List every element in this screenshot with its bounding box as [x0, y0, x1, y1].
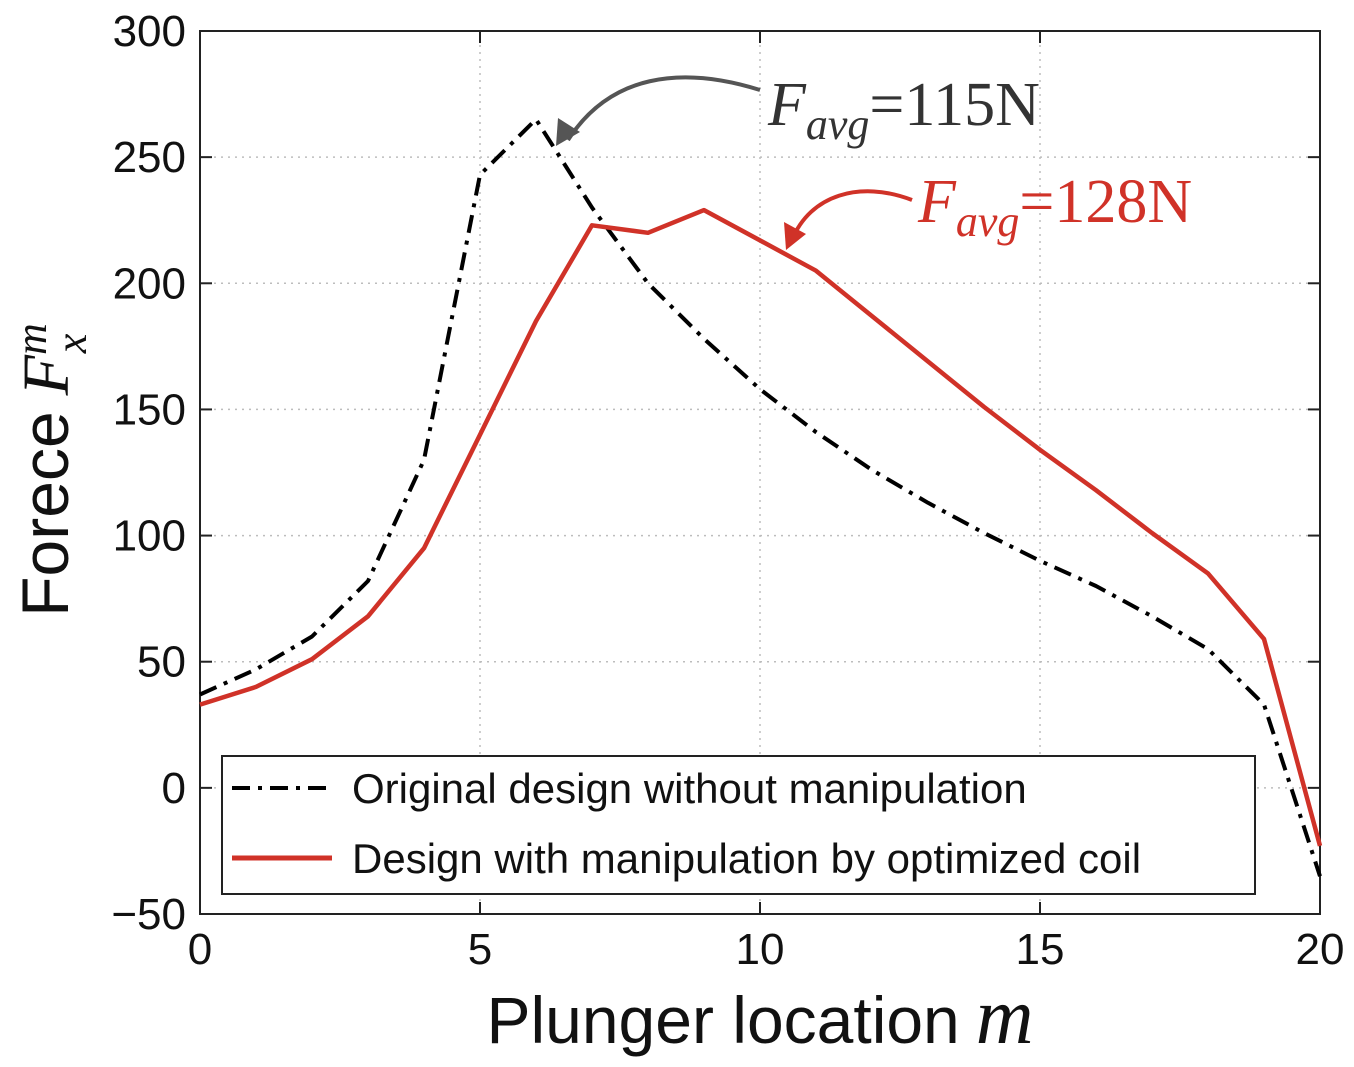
y-tick-label: 200: [113, 259, 186, 308]
x-tick-label: 0: [188, 925, 212, 974]
y-tick-label: 150: [113, 385, 186, 434]
x-tick-label: 20: [1296, 925, 1345, 974]
annotation-original-subscript: avg: [806, 100, 870, 149]
annotation-arrow-original: [556, 75, 761, 146]
x-axis-label-text: Plunger location: [486, 983, 959, 1057]
annotation-original-symbol: F: [767, 71, 807, 139]
series-line-original: [199, 117, 1322, 877]
y-tick-label: 250: [113, 133, 186, 182]
annotation-arrow-optimized: [784, 189, 913, 250]
y-axis-label-superscript: m: [7, 323, 56, 355]
x-tick-label: 5: [468, 925, 492, 974]
x-axis-label-symbol: m: [976, 973, 1034, 1061]
y-tick-label: 0: [162, 764, 186, 813]
y-axis-label-symbol: F: [10, 354, 83, 396]
y-tick-label: 100: [113, 512, 186, 561]
series-lines: [199, 117, 1323, 877]
annotation-optimized-symbol: F: [917, 168, 957, 236]
y-axis-label-subscript: x: [47, 333, 96, 354]
annotation-original: Favg=115N: [767, 71, 1040, 149]
annotation-optimized-subscript: avg: [956, 197, 1020, 246]
legend-box: [221, 755, 1256, 895]
legend-label-optimized: Design with manipulation by optimized co…: [352, 835, 1141, 882]
y-tick-label: 300: [113, 7, 186, 56]
series-line-optimized: [199, 207, 1323, 847]
annotation-optimized-value: =128N: [1019, 168, 1192, 236]
y-axis-label-text: Forece: [8, 411, 82, 616]
annotation-optimized: Favg=128N: [917, 168, 1192, 246]
y-tick-label: −50: [111, 890, 186, 939]
annotation-original-value: =115N: [869, 71, 1039, 139]
x-tick-label: 15: [1016, 925, 1065, 974]
y-axis-label: Forece Fmx: [7, 323, 96, 617]
x-tick-label: 10: [736, 925, 785, 974]
legend: Original design without manipulation Des…: [221, 755, 1256, 895]
legend-label-original: Original design without manipulation: [352, 765, 1027, 812]
x-axis-label: Plunger location m: [486, 973, 1033, 1061]
y-tick-label: 50: [137, 638, 186, 687]
